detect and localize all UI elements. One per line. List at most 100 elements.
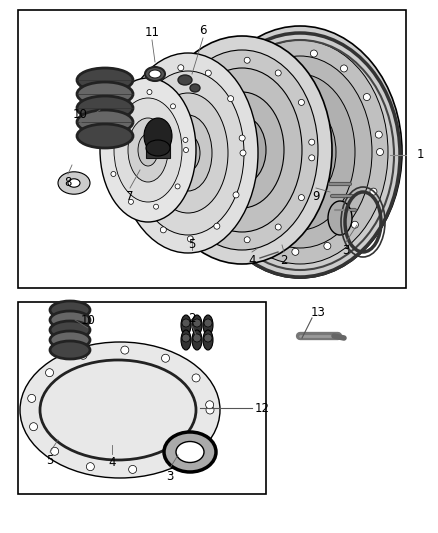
Circle shape (129, 465, 137, 473)
Circle shape (175, 184, 180, 189)
Text: 1: 1 (416, 149, 424, 161)
Ellipse shape (132, 71, 244, 235)
Ellipse shape (77, 110, 133, 134)
Circle shape (351, 221, 358, 228)
Circle shape (170, 104, 176, 109)
Text: 5: 5 (46, 454, 54, 466)
Text: 10: 10 (73, 109, 88, 122)
Circle shape (375, 131, 382, 138)
Bar (18, 10, 406, 288)
Circle shape (128, 199, 134, 204)
Text: 4: 4 (108, 456, 116, 469)
Ellipse shape (280, 122, 320, 182)
Ellipse shape (181, 330, 191, 350)
Ellipse shape (245, 74, 355, 230)
Circle shape (292, 248, 299, 255)
Circle shape (364, 94, 371, 101)
Circle shape (168, 455, 176, 463)
Ellipse shape (178, 75, 192, 85)
Ellipse shape (77, 96, 133, 120)
Circle shape (235, 213, 242, 220)
Ellipse shape (68, 179, 80, 187)
Bar (146, 130, 170, 158)
Circle shape (28, 394, 36, 402)
Ellipse shape (164, 432, 216, 472)
Circle shape (205, 70, 211, 76)
Circle shape (192, 374, 200, 382)
Ellipse shape (176, 441, 204, 463)
Text: 13: 13 (311, 305, 325, 319)
Text: 7: 7 (126, 190, 134, 203)
Circle shape (244, 57, 250, 63)
Ellipse shape (114, 98, 182, 202)
Circle shape (86, 463, 94, 471)
Circle shape (275, 224, 281, 230)
Ellipse shape (145, 67, 165, 81)
Text: 3: 3 (166, 470, 174, 482)
Circle shape (298, 100, 304, 106)
Circle shape (109, 133, 114, 138)
Circle shape (206, 406, 214, 414)
Circle shape (217, 137, 224, 144)
Circle shape (228, 96, 233, 102)
Circle shape (206, 401, 214, 409)
Text: 6: 6 (199, 23, 207, 36)
Text: 10: 10 (81, 313, 95, 327)
Ellipse shape (212, 40, 388, 264)
Circle shape (212, 230, 218, 236)
Circle shape (79, 351, 87, 359)
Ellipse shape (152, 36, 332, 264)
Circle shape (154, 204, 159, 209)
Circle shape (370, 188, 377, 195)
Circle shape (171, 168, 177, 174)
Ellipse shape (77, 124, 133, 148)
Ellipse shape (176, 135, 200, 171)
Ellipse shape (58, 172, 90, 194)
Ellipse shape (203, 330, 213, 350)
Ellipse shape (264, 102, 336, 202)
Ellipse shape (138, 134, 158, 166)
Ellipse shape (328, 201, 352, 235)
Circle shape (152, 81, 158, 87)
Circle shape (249, 68, 256, 75)
Circle shape (239, 135, 245, 141)
Ellipse shape (193, 319, 201, 327)
Circle shape (186, 205, 192, 211)
Text: 2: 2 (280, 254, 288, 266)
Ellipse shape (218, 116, 266, 184)
Text: 9: 9 (312, 190, 320, 203)
Ellipse shape (128, 118, 168, 182)
Circle shape (324, 243, 331, 249)
Circle shape (139, 198, 145, 204)
Ellipse shape (182, 319, 190, 327)
Circle shape (311, 50, 318, 57)
Ellipse shape (228, 56, 372, 248)
Circle shape (227, 99, 234, 106)
Bar (18, 302, 266, 494)
Ellipse shape (182, 68, 302, 232)
Circle shape (186, 88, 192, 95)
Ellipse shape (20, 342, 220, 478)
Ellipse shape (164, 115, 212, 191)
Ellipse shape (50, 301, 90, 319)
Ellipse shape (203, 315, 213, 335)
Ellipse shape (192, 330, 202, 350)
Ellipse shape (204, 334, 212, 342)
Ellipse shape (166, 50, 318, 250)
Ellipse shape (118, 53, 258, 253)
Circle shape (261, 238, 268, 245)
Ellipse shape (230, 133, 254, 167)
Ellipse shape (50, 321, 90, 339)
Circle shape (160, 227, 166, 233)
Circle shape (29, 423, 38, 431)
Ellipse shape (198, 26, 402, 278)
Circle shape (184, 148, 188, 152)
Circle shape (244, 237, 250, 243)
Circle shape (135, 115, 141, 121)
Circle shape (178, 64, 184, 71)
Circle shape (275, 70, 281, 76)
Circle shape (130, 157, 136, 164)
Text: 11: 11 (145, 26, 159, 38)
Circle shape (162, 354, 170, 362)
Text: 4: 4 (248, 254, 256, 266)
